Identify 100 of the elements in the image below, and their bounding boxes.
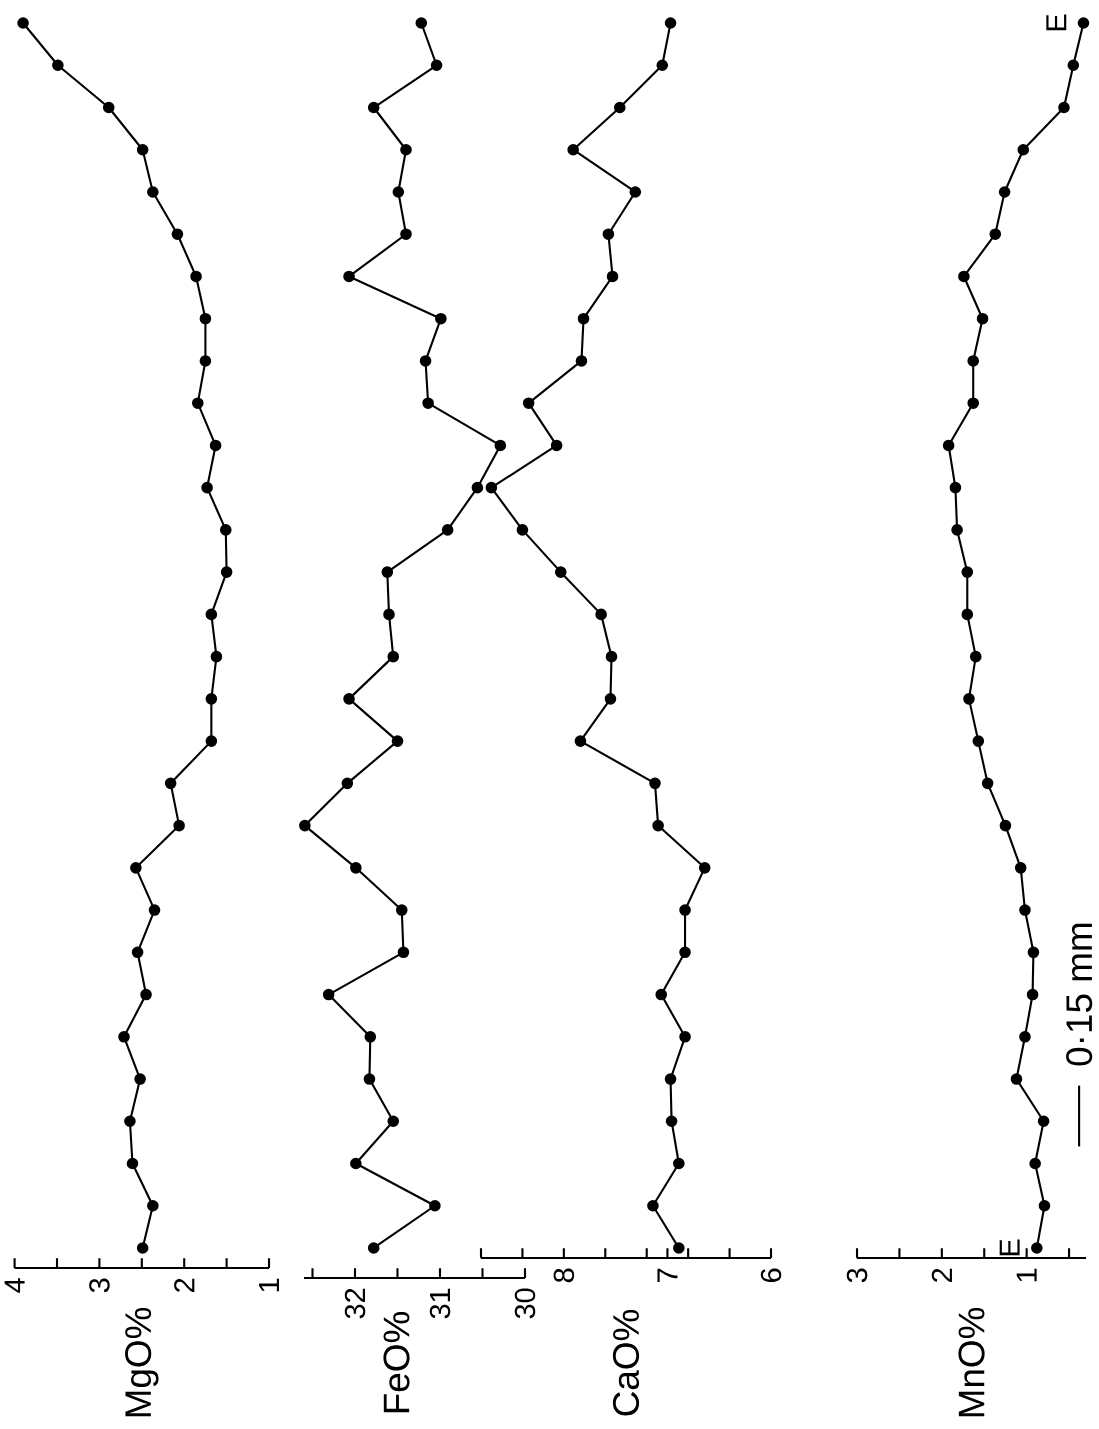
point [118, 1030, 130, 1043]
x-tick-label: 1 [259, 1278, 279, 1292]
point [1067, 59, 1080, 72]
point [999, 819, 1012, 832]
point [422, 397, 434, 409]
point [577, 312, 590, 325]
point [1031, 1242, 1043, 1254]
point [961, 608, 974, 621]
point [595, 608, 607, 621]
point [673, 1242, 685, 1254]
x-tick-label: 3 [846, 1268, 868, 1283]
point [575, 355, 588, 367]
point [126, 1157, 139, 1170]
point [1017, 143, 1030, 156]
point [942, 439, 955, 452]
x-tick-label: 6 [760, 1268, 782, 1282]
point [191, 397, 204, 409]
x-tick-label: 1 [1016, 1268, 1037, 1282]
point [981, 777, 994, 790]
point [567, 143, 579, 156]
point [613, 101, 626, 114]
point [963, 693, 975, 705]
point [554, 566, 567, 578]
point [391, 735, 404, 747]
point [134, 1073, 146, 1085]
point [124, 1115, 136, 1128]
x-tick-label: 8 [553, 1268, 575, 1283]
point [400, 143, 412, 156]
point [494, 439, 507, 452]
point [367, 1242, 380, 1254]
point [649, 777, 661, 790]
point [164, 777, 177, 790]
annotation: 0·15 mm [1066, 923, 1093, 1066]
point [647, 1199, 659, 1212]
point [665, 1115, 678, 1128]
point [1026, 988, 1039, 1001]
point [367, 101, 380, 114]
point [205, 693, 218, 705]
point [147, 1199, 159, 1212]
point [602, 228, 615, 241]
point [605, 650, 618, 663]
point [381, 566, 394, 578]
point [967, 397, 980, 409]
point [522, 397, 535, 409]
point [364, 1030, 377, 1043]
x-tick-label: 31 [429, 1288, 451, 1319]
point [430, 59, 443, 72]
point [1037, 1115, 1050, 1128]
point [1058, 101, 1070, 114]
point [102, 101, 115, 114]
point [655, 988, 668, 1001]
point [415, 17, 428, 29]
point [1019, 904, 1031, 916]
x-tick-label: 7 [657, 1268, 678, 1282]
point [397, 946, 410, 959]
point [299, 819, 311, 832]
point [976, 312, 989, 325]
x-tick-label: 2 [931, 1268, 952, 1282]
point [1077, 17, 1090, 29]
point [550, 439, 563, 452]
point [606, 270, 619, 283]
point [205, 608, 218, 621]
point [209, 439, 222, 452]
point [441, 524, 454, 536]
point [673, 1157, 685, 1170]
annotation: E [999, 1239, 1020, 1256]
point [363, 1073, 376, 1085]
point [951, 524, 963, 536]
point [1038, 1199, 1051, 1212]
point [967, 355, 980, 367]
x-tick-label: 32 [344, 1288, 366, 1319]
point [210, 650, 223, 663]
point [629, 186, 642, 198]
point [171, 228, 184, 241]
point [136, 143, 149, 156]
point [679, 1030, 691, 1043]
point [435, 312, 447, 325]
y-axis-title: FeO% [383, 1312, 410, 1413]
point [958, 270, 970, 283]
point [205, 735, 218, 747]
point [130, 862, 142, 874]
point [1027, 946, 1040, 959]
point [972, 735, 985, 747]
point [395, 904, 408, 916]
point [574, 735, 587, 747]
point [400, 228, 412, 241]
point [429, 1199, 441, 1212]
point [1029, 1157, 1041, 1170]
point [140, 988, 152, 1001]
point [1014, 862, 1027, 874]
point [350, 862, 362, 874]
y-axis-title: MnO% [958, 1307, 985, 1417]
point [969, 650, 982, 663]
point [679, 946, 691, 959]
point [341, 777, 354, 790]
point [1010, 1073, 1023, 1085]
point [664, 1073, 677, 1085]
point [387, 1115, 400, 1128]
point [343, 693, 355, 705]
y-axis-title: CaO% [612, 1309, 640, 1416]
